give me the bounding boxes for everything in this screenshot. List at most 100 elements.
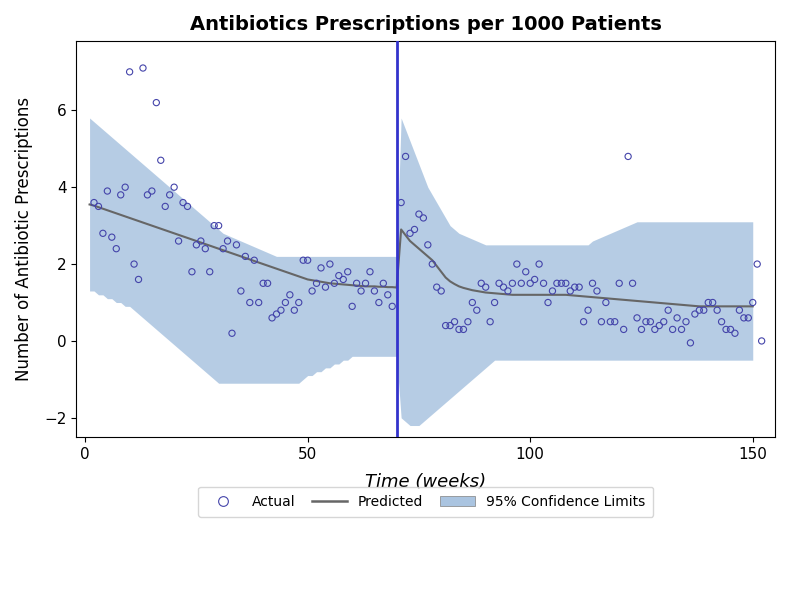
Point: [635, 325, 648, 334]
Point: [600, 298, 612, 307]
Point: [671, 313, 683, 323]
Point: [137, 63, 149, 73]
Point: [728, 329, 741, 338]
Point: [581, 305, 594, 315]
Point: [520, 267, 532, 276]
Point: [675, 325, 688, 334]
Point: [711, 305, 724, 315]
Point: [373, 298, 386, 307]
Point: [408, 225, 421, 234]
Point: [679, 317, 692, 327]
Point: [657, 317, 670, 327]
Point: [270, 310, 283, 319]
Point: [742, 313, 754, 323]
Point: [288, 305, 301, 315]
Point: [724, 325, 737, 334]
Point: [118, 183, 131, 192]
Point: [106, 232, 118, 242]
Point: [546, 286, 559, 296]
Title: Antibiotics Prescriptions per 1000 Patients: Antibiotics Prescriptions per 1000 Patie…: [190, 15, 661, 34]
Point: [733, 305, 746, 315]
Point: [604, 317, 617, 327]
Point: [435, 286, 447, 296]
Point: [386, 302, 398, 311]
Point: [608, 317, 621, 327]
Point: [190, 240, 203, 250]
Point: [471, 305, 483, 315]
Point: [417, 213, 430, 223]
Point: [333, 271, 345, 280]
Point: [586, 279, 599, 288]
Point: [412, 209, 425, 219]
Point: [510, 259, 523, 269]
Point: [630, 313, 643, 323]
Point: [110, 244, 122, 253]
Point: [559, 279, 572, 288]
Point: [591, 286, 604, 296]
Point: [537, 279, 550, 288]
Point: [706, 298, 719, 307]
Point: [132, 275, 145, 284]
Point: [755, 336, 768, 346]
Point: [221, 236, 234, 246]
Point: [653, 321, 666, 330]
Point: [431, 282, 443, 292]
Point: [649, 325, 661, 334]
Point: [164, 190, 176, 200]
Point: [666, 325, 679, 334]
Point: [448, 317, 461, 327]
Point: [422, 240, 434, 250]
Point: [216, 244, 229, 253]
Point: [702, 298, 715, 307]
Point: [551, 279, 563, 288]
Point: [595, 317, 608, 327]
Point: [337, 275, 350, 284]
Point: [529, 275, 541, 284]
Point: [243, 298, 256, 307]
Point: [297, 256, 310, 265]
Point: [257, 279, 269, 288]
Point: [346, 302, 359, 311]
Point: [466, 298, 479, 307]
Point: [542, 298, 555, 307]
Point: [328, 279, 340, 288]
Point: [475, 279, 487, 288]
Point: [439, 321, 452, 330]
Point: [644, 317, 656, 327]
Point: [92, 202, 105, 211]
Point: [88, 198, 100, 208]
Point: [150, 98, 163, 107]
Point: [738, 313, 750, 323]
Point: [532, 259, 545, 269]
Point: [453, 325, 465, 334]
Point: [248, 256, 261, 265]
Point: [640, 317, 653, 327]
Point: [564, 286, 577, 296]
Point: [515, 279, 528, 288]
Point: [720, 325, 732, 334]
Point: [368, 286, 381, 296]
Point: [159, 202, 171, 211]
Point: [617, 325, 630, 334]
Point: [167, 183, 180, 192]
Point: [502, 286, 514, 296]
Point: [226, 329, 239, 338]
Point: [350, 279, 363, 288]
Point: [626, 279, 639, 288]
Point: [141, 190, 154, 200]
Point: [239, 251, 252, 261]
Point: [747, 298, 759, 307]
Point: [577, 317, 590, 327]
Point: [444, 321, 457, 330]
Point: [568, 282, 581, 292]
Y-axis label: Number of Antibiotic Prescriptions: Number of Antibiotic Prescriptions: [15, 97, 33, 381]
Point: [292, 298, 305, 307]
Point: [203, 267, 216, 276]
Point: [208, 221, 220, 230]
Point: [301, 256, 314, 265]
Point: [275, 305, 288, 315]
Point: [426, 259, 438, 269]
Point: [382, 290, 394, 299]
Point: [155, 155, 167, 165]
Point: [483, 317, 496, 327]
